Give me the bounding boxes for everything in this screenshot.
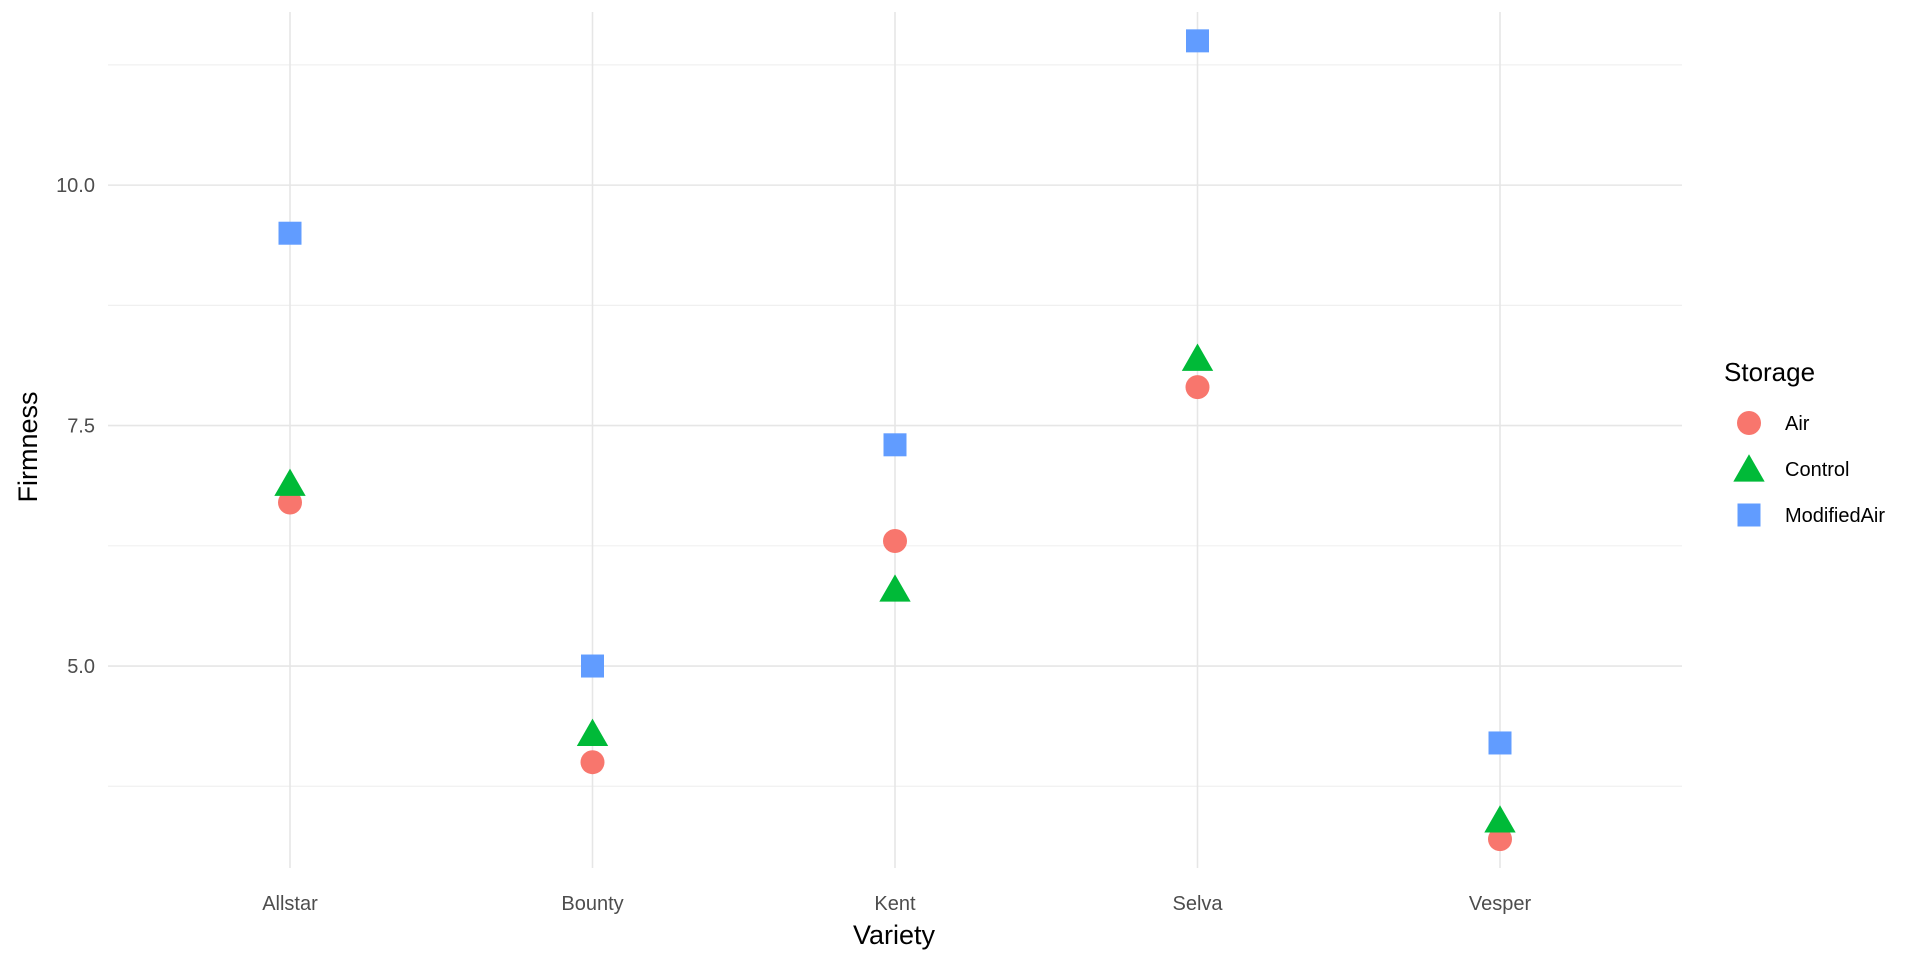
- point-air: [1488, 827, 1512, 852]
- point-control: [879, 574, 911, 602]
- point-air: [1185, 375, 1210, 400]
- x-tick-label: Selva: [1172, 893, 1223, 915]
- x-tick-label: Allstar: [262, 893, 318, 915]
- legend-label: Air: [1785, 413, 1810, 435]
- legend-key-air: [1737, 411, 1761, 435]
- y-tick-label: 5.0: [67, 656, 95, 678]
- y-axis-title: Firmness: [13, 391, 43, 502]
- x-tick-label: Kent: [874, 893, 916, 915]
- data-points: [274, 29, 1516, 852]
- point-air: [278, 490, 302, 515]
- series-control: [274, 343, 1516, 833]
- x-tick-label: Vesper: [1469, 893, 1532, 915]
- point-air: [883, 528, 907, 553]
- x-axis-tick-labels: Allstar Bounty Kent Selva Vesper: [262, 893, 1531, 915]
- legend-label: Control: [1785, 459, 1849, 481]
- legend-items: Air Control ModifiedAir: [1733, 411, 1885, 527]
- y-axis-tick-labels: 5.0 7.5 10.0: [56, 175, 95, 678]
- point-modifiedair: [581, 654, 604, 678]
- x-axis-title: Variety: [853, 920, 936, 950]
- legend: Storage Air Control ModifiedAir: [1724, 357, 1885, 527]
- point-modifiedair: [883, 433, 907, 457]
- legend-label: ModifiedAir: [1785, 505, 1885, 527]
- legend-item: ModifiedAir: [1737, 503, 1885, 527]
- y-tick-label: 7.5: [67, 416, 95, 438]
- legend-key-modifiedair: [1737, 503, 1761, 527]
- legend-item: Air: [1737, 411, 1810, 435]
- series-modifiedair: [278, 29, 1512, 755]
- legend-item: Control: [1733, 454, 1849, 482]
- point-air: [580, 750, 605, 775]
- major-gridlines: [108, 12, 1682, 868]
- point-modifiedair: [1186, 29, 1209, 53]
- point-control: [576, 718, 609, 746]
- point-modifiedair: [1488, 731, 1512, 755]
- point-modifiedair: [278, 221, 302, 245]
- legend-key-control: [1733, 454, 1765, 482]
- series-air: [278, 375, 1512, 852]
- point-control: [1181, 343, 1214, 371]
- point-control: [1484, 805, 1516, 833]
- y-tick-label: 10.0: [56, 175, 95, 197]
- point-control: [274, 468, 306, 496]
- legend-title: Storage: [1724, 357, 1815, 387]
- x-tick-label: Bounty: [561, 893, 623, 915]
